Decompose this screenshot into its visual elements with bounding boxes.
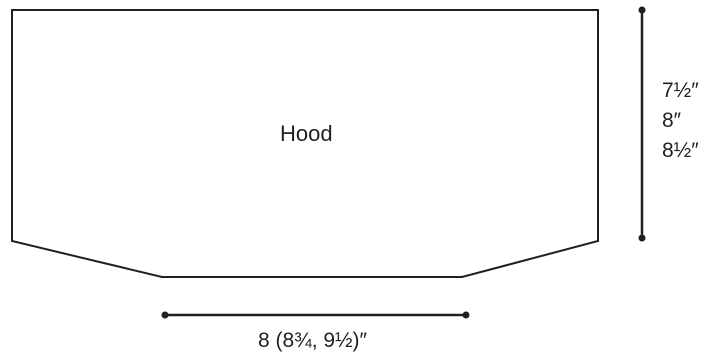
height-size-large: 8½″	[662, 139, 699, 162]
height-size-medium: 8″	[662, 109, 682, 132]
hood-outline	[11, 9, 599, 278]
height-measurement-labels: 7½″ 8″ 8½″	[662, 76, 699, 166]
piece-label: Hood	[280, 121, 333, 146]
height-size-small: 7½″	[662, 79, 699, 102]
width-measure-right-dot	[462, 311, 470, 319]
width-measurement-label: 8 (8¾, 9½)″	[258, 329, 367, 352]
height-measure-bottom-dot	[638, 234, 646, 242]
width-measure-left-dot	[161, 311, 169, 319]
height-measure-top-dot	[638, 6, 646, 14]
